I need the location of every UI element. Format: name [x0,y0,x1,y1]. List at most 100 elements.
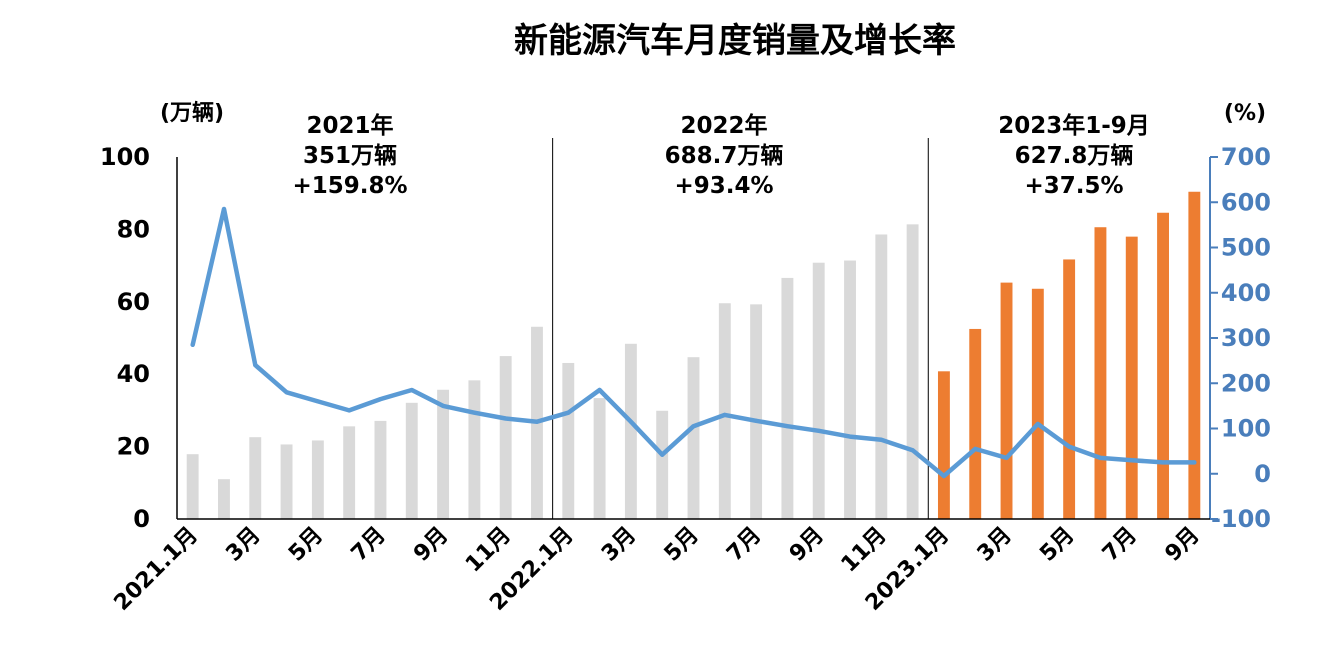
growth-line-series [190,206,1197,479]
growth-point [660,452,665,457]
x-tick-label: 9月 [785,523,829,567]
right-y-tick-label: 400 [1221,279,1271,307]
sales-bar [186,454,199,519]
growth-point [253,363,258,368]
axes [176,157,1211,520]
sales-bar [937,371,950,519]
chart-title: 新能源汽车月度销量及增长率 [514,21,956,61]
growth-point [347,408,352,413]
growth-point [409,388,414,393]
period-annotation-line: +93.4% [674,173,773,199]
period-annotation-line: 688.7万辆 [665,143,784,169]
growth-point [785,424,790,429]
x-tick-label: 3月 [221,523,265,567]
sales-bar [218,479,230,519]
growth-point [722,412,727,417]
sales-bar [1063,259,1076,519]
sales-bar [374,420,387,519]
sales-bar [687,357,700,519]
sales-bar [249,437,262,519]
sales-bar [718,303,731,519]
left-y-ticks: 100 80 60 40 20 0 [100,143,150,533]
growth-point [597,388,602,393]
sales-bar [906,224,919,519]
left-y-tick-label: 60 [117,288,150,316]
sales-bar [624,343,637,519]
x-tick-label: 7月 [1098,523,1142,567]
x-tick-label: 9月 [409,523,453,567]
sales-bar [1157,212,1169,520]
right-axis-unit: (%) [1224,101,1266,126]
sales-bar [343,426,356,519]
growth-point [190,342,195,347]
period-annotation-line: +159.8% [292,173,407,199]
growth-point [1067,444,1072,449]
left-y-tick-label: 100 [100,143,150,171]
right-y-tick-label: 700 [1221,143,1271,171]
sales-bar [812,262,825,519]
growth-point [221,207,226,212]
growth-point [628,419,633,424]
growth-point [848,434,853,439]
growth-point [973,446,978,451]
growth-point [910,448,915,453]
growth-point [441,403,446,408]
sales-bar [1125,236,1138,519]
x-tick-label: 5月 [1035,523,1079,567]
growth-point [691,424,696,429]
period-annotation-line: 2023年1-9月 [998,112,1150,139]
right-y-tick-label: 200 [1221,369,1271,397]
sales-bar [280,444,293,519]
sales-bar [593,398,606,519]
right-y-tick-label: 500 [1221,234,1271,262]
growth-point [503,416,508,421]
right-y-tick-label: 0 [1254,460,1271,488]
sales-bar [1188,191,1201,519]
x-tick-label: 9月 [1161,523,1205,567]
sales-bar [1000,282,1013,519]
x-tick-label: 11月 [461,523,516,578]
growth-point [1129,458,1134,463]
x-tick-label: 11月 [837,523,892,578]
growth-point [754,418,759,423]
growth-point [315,399,320,404]
sales-bar [656,410,669,519]
growth-point [879,437,884,442]
growth-point [378,397,383,402]
sales-bar [781,277,794,519]
right-y-tick-label: 100 [1221,415,1271,443]
right-y-tick-label: 300 [1221,324,1271,352]
sales-bar [750,304,763,519]
sales-bar [1094,227,1107,519]
sales-bar [311,440,324,519]
sales-bar [875,234,888,519]
left-axis-unit: (万辆) [160,100,224,126]
x-tick-label: 7月 [722,523,766,567]
x-tick-label: 5月 [284,523,328,567]
growth-point [566,410,571,415]
sales-bar [1031,288,1044,519]
growth-point [1098,455,1103,460]
growth-point [534,419,539,424]
bar-series [186,191,1201,520]
x-tick-label: 5月 [660,523,704,567]
right-y-tick-label: 600 [1221,188,1271,216]
growth-point [816,428,821,433]
growth-point [284,390,289,395]
x-tick-label: 2021.1月 [110,523,203,616]
growth-point [941,474,946,479]
growth-point [472,410,477,415]
sales-bar [562,362,575,519]
x-tick-label: 3月 [973,523,1017,567]
period-annotation-line: +37.5% [1024,173,1123,199]
period-dividers [552,138,929,519]
x-tick-label: 7月 [347,523,391,567]
period-annotation-line: 2022年 [680,112,767,139]
right-y-ticks: 700 600 500 400 300 200 100 0 -100 [1210,143,1271,533]
growth-point [1035,421,1040,426]
sales-bar [405,402,418,519]
x-tick-label: 3月 [597,523,641,567]
left-y-tick-label: 80 [117,215,150,243]
